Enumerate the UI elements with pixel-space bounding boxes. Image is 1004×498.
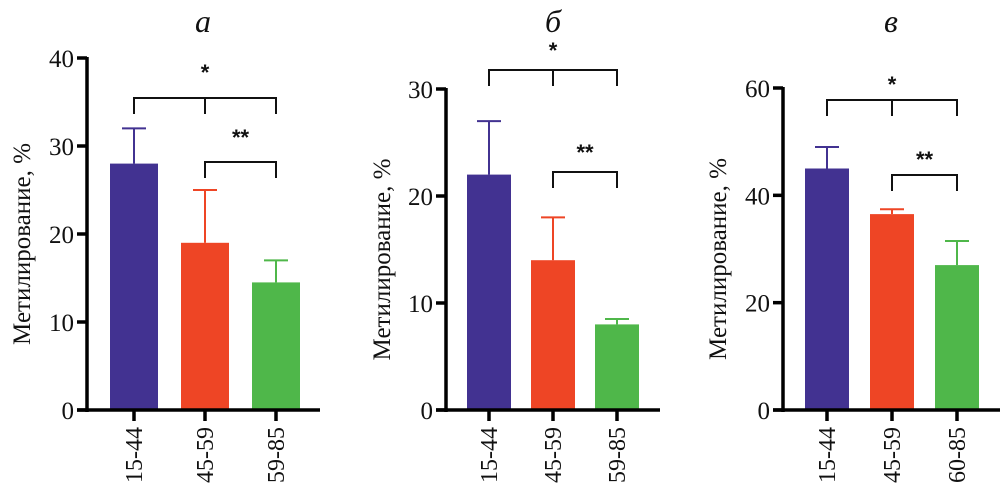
panel-2-bar-45-59 xyxy=(531,260,575,410)
panel-2-bar-15-44 xyxy=(467,174,511,410)
panel-1-x-tick-label: 45-59 xyxy=(193,427,219,483)
panel-3-significance-label-pair: ** xyxy=(916,147,934,172)
panel-2-y-tick-label: 0 xyxy=(421,398,434,425)
panel-2-y-tick-label: 10 xyxy=(408,291,433,318)
panel-1-title: а xyxy=(195,3,211,39)
panel-2-significance-label-pair: ** xyxy=(576,140,594,165)
panel-1-bar-15-44 xyxy=(110,163,158,410)
panel-3-significance-label-all: * xyxy=(888,72,897,97)
panel-1-y-tick-label: 40 xyxy=(49,46,74,73)
panel-3-significance-bracket-all xyxy=(826,99,958,116)
panel-1-y-tick-label: 30 xyxy=(49,134,74,161)
panel-1-bar-45-59 xyxy=(181,242,229,410)
panel-1-y-axis-label: Метилирование, % xyxy=(9,143,36,345)
panel-1-x-tick-label: 15-44 xyxy=(122,427,148,483)
panel-3-y-tick-label: 40 xyxy=(745,183,770,210)
panel-3-x-tick-label: 45-59 xyxy=(880,427,906,483)
panel-2-x-tick-label: 59-85 xyxy=(605,427,631,483)
panel-2-title: б xyxy=(545,3,562,39)
panel-2-x-tick-label: 45-59 xyxy=(541,427,567,483)
panel-1-y-tick-label: 10 xyxy=(49,310,74,337)
panel-3-y-tick-label: 20 xyxy=(745,291,770,318)
panel-3-title: в xyxy=(884,3,898,39)
panel-2-y-tick-label: 20 xyxy=(408,184,433,211)
panel-1-significance-label-all: * xyxy=(201,60,210,85)
panel-1-y-tick-label: 0 xyxy=(62,398,75,425)
panel-2-y-axis-label: Метилирование, % xyxy=(369,159,396,361)
panel-3-significance-bracket-pair xyxy=(891,174,958,191)
panel-3-bar-15-44 xyxy=(805,168,849,410)
panel-1-x-tick-label: 59-85 xyxy=(264,427,290,483)
panel-1-significance-bracket-pair xyxy=(204,161,277,178)
panel-1-bar-59-85 xyxy=(252,282,300,410)
panel-3-y-tick-label: 0 xyxy=(758,398,771,425)
panel-2-significance-label-all: * xyxy=(549,38,558,63)
panel-3-bar-60-85 xyxy=(935,265,979,410)
panel-1-significance-bracket-all xyxy=(133,97,277,114)
panel-3-y-tick-label: 60 xyxy=(745,76,770,103)
panel-2-y-tick-label: 30 xyxy=(408,77,433,104)
panel-2-bar-59-85 xyxy=(595,324,639,410)
panel-2-significance-bracket-pair xyxy=(552,171,618,188)
panel-1-y-tick-label: 20 xyxy=(49,222,74,249)
panel-3-y-axis-label: Метилирование, % xyxy=(705,158,732,360)
panel-2-significance-bracket-all xyxy=(488,69,618,86)
panel-1-significance-label-pair: ** xyxy=(232,125,250,150)
panel-3-x-tick-label: 15-44 xyxy=(815,427,841,483)
panel-3-x-tick-label: 60-85 xyxy=(945,427,971,483)
panel-3-bar-45-59 xyxy=(870,214,914,410)
panel-2-x-tick-label: 15-44 xyxy=(477,427,503,483)
